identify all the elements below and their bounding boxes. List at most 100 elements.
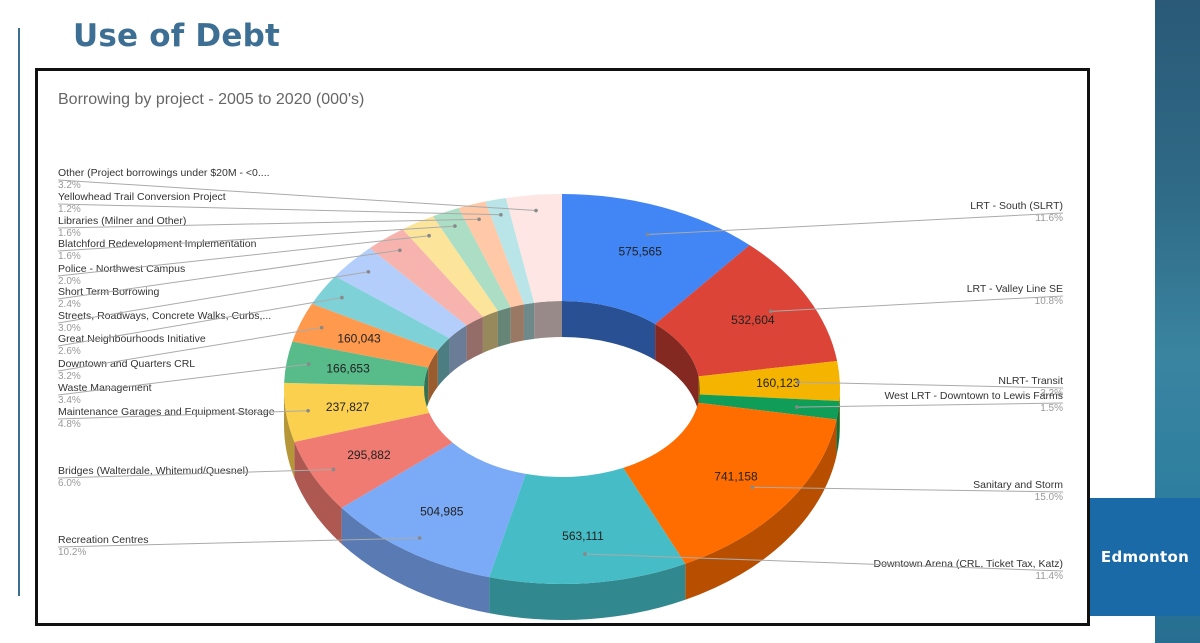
slice-outer-wall-4 [685,419,837,600]
slice-outer-wall-8 [284,389,295,478]
legend-percent: 2.6% [58,346,81,357]
slice-value-label: 237,827 [326,400,370,414]
legend-percent: 15.0% [1035,492,1063,503]
slice-value-label: 741,158 [714,469,758,483]
leader-line [752,486,1064,493]
slice-0 [562,194,750,325]
slice-7 [294,412,453,508]
slice-15 [432,207,511,312]
slice-inner-wall-1 [655,324,699,413]
leader-line [57,225,455,252]
legend-label: Libraries (Milner and Other) [58,215,186,227]
slice-value-label: 504,985 [420,505,464,519]
leader-line [57,468,334,479]
slice-inner-wall-0 [562,301,656,361]
slice-inner-wall-14 [482,311,498,353]
legend-label: Downtown Arena (CRL, Ticket Tax, Katz) [874,558,1063,570]
legend-percent: 10.2% [58,547,86,558]
legend-percent: 3.2% [58,371,81,382]
slide-title: Use of Debt [73,18,280,54]
slice-10 [292,303,438,368]
slice-value-labels: 575,565 532,604 160,123 741,158 563,111 504,9… [326,245,800,543]
slice-2 [698,360,840,402]
slice-value-label: 160,043 [337,332,381,346]
leader-line [584,553,1064,572]
slice-17 [485,198,535,305]
legend-label: Recreation Centres [58,534,148,546]
slice-value-label: 160,123 [756,376,800,390]
slice-11 [311,276,450,351]
leader-line [57,249,400,300]
slice-outer-wall-3 [836,401,840,456]
legend-percent: 4.8% [58,419,81,430]
leader-line [57,410,309,420]
leader-dot [769,309,773,314]
leader-line [796,402,1064,408]
slice-value-label: 166,653 [326,362,370,376]
legend-label: Streets, Roadways, Concrete Walks, Curbs… [58,310,271,322]
donut-walls [284,301,841,620]
leader-line [647,212,1064,235]
slice-value-label: 563,111 [562,529,604,543]
edmonton-logo: Edmonton [1090,498,1200,616]
leader-line [57,297,343,347]
leader-dot [306,362,311,366]
leader-line [57,203,501,216]
leader-line [770,295,1064,312]
slice-4 [623,402,837,564]
slice-18 [505,194,562,303]
leader-dot [306,408,310,413]
slice-inner-wall-13 [466,316,483,362]
leader-dot [645,232,650,237]
slice-value-label: 575,565 [619,245,663,259]
legend-percent: 1.6% [58,228,81,239]
slice-14 [402,216,498,317]
slice-value-label: 295,882 [347,448,391,462]
legend-percent: 3.4% [58,395,81,406]
slice-inner-wall-12 [449,325,467,375]
leader-line [57,271,369,324]
leader-dot [750,485,755,490]
leader-dot [795,405,799,409]
chart-title: Borrowing by project - 2005 to 2020 (000… [58,91,365,108]
leader-line [57,179,537,212]
legend-label: Waste Management [58,382,152,394]
slice-inner-wall-17 [523,302,535,341]
legend-label: Sanitary and Storm [973,479,1063,491]
slice-inner-wall-10 [428,350,438,404]
legend-label: NLRT- Transit [998,375,1063,387]
legend-label: LRT - Valley Line SE [967,283,1063,295]
leader-dot [583,552,587,556]
leader-dot [534,208,538,213]
legend-percent: 3.2% [1040,388,1063,399]
leader-line [57,235,430,277]
leader-dot [453,224,457,228]
slice-inner-wall-15 [497,307,511,348]
slice-1 [655,245,838,377]
slice-13 [369,229,483,326]
legend-percent: 2.0% [58,276,81,287]
slice-16 [458,201,524,308]
leader-dot [366,269,371,274]
slice-value-label: 532,604 [731,313,775,327]
legend-percent: 1.2% [58,204,81,215]
slice-inner-wall-18 [534,301,562,339]
slice-8 [284,382,430,442]
leader-line [57,327,322,372]
leader-dot [331,467,336,472]
legend-label: West LRT - Downtown to Lewis Farms [884,390,1063,402]
legend-percent: 3.2% [58,180,81,191]
legend-percent: 11.6% [1035,213,1063,224]
leader-line [57,537,420,548]
legend-percent: 10.8% [1035,296,1063,307]
slice-inner-wall-11 [437,338,450,387]
leader-line [57,363,309,396]
legend-percent: 6.0% [58,478,81,489]
slice-outer-wall-5 [489,563,686,620]
slice-outer-wall-2 [839,389,841,438]
legend-label: Great Neighbourhoods Initiative [58,333,206,345]
slice-3 [698,394,840,420]
left-accent-rule [18,28,20,596]
legend-label: Other (Project borrowings under $20M - <… [58,167,270,179]
slice-outer-wall-6 [341,507,490,614]
